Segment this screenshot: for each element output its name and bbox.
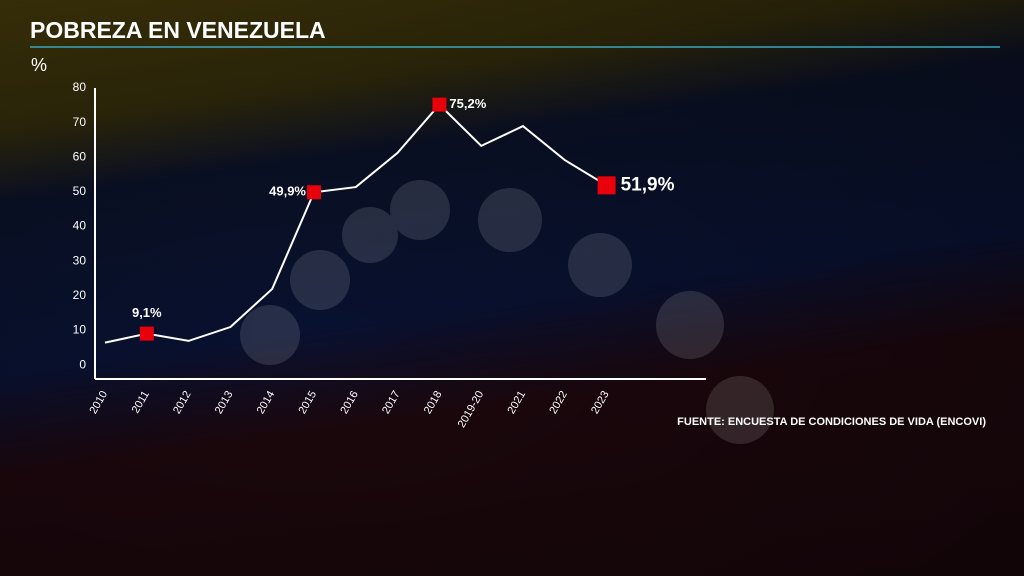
x-tick-label: 2018 (422, 389, 445, 416)
data-label: 9,1% (132, 305, 162, 320)
x-tick-label: 2017 (380, 389, 403, 416)
x-tick-label: 2010 (87, 389, 110, 416)
x-tick-label: 2011 (130, 389, 152, 415)
x-tick-label: 2021 (505, 389, 528, 416)
x-tick-label: 2019-20 (456, 389, 487, 430)
data-label: 49,9% (269, 184, 306, 199)
y-tick-label: 30 (73, 253, 87, 267)
marker (307, 185, 321, 200)
y-tick-label: 70 (73, 115, 87, 129)
x-tick-label: 2022 (547, 389, 570, 416)
data-label: 75,2% (449, 96, 486, 111)
y-tick-label: 60 (73, 149, 87, 163)
y-tick-label: 40 (73, 219, 87, 233)
x-tick-label: 2012 (171, 389, 194, 416)
source: FUENTE: ENCUESTA DE CONDICIONES DE VIDA … (677, 416, 986, 428)
y-tick-label: 80 (73, 80, 87, 94)
marker (432, 97, 447, 112)
line (104, 103, 608, 344)
x-tick-label: 2016 (338, 389, 361, 416)
y-tick-label: 50 (73, 184, 87, 198)
x-tick-label: 2014 (255, 389, 278, 416)
marker (139, 326, 154, 341)
y-tick-label: 0 (79, 357, 86, 371)
x-tick-label: 2015 (296, 389, 319, 416)
y-tick-label: 10 (73, 323, 87, 337)
x-tick-label: 2013 (213, 389, 236, 416)
data-label: 51,9% (621, 174, 675, 195)
marker (597, 176, 616, 195)
y-tick-label: 20 (73, 288, 87, 302)
x-tick-label: 2023 (589, 389, 612, 416)
flag-stars (240, 180, 774, 444)
y-axis-label: % (31, 55, 47, 75)
chart-title: POBREZA EN VENEZUELA (30, 17, 326, 43)
